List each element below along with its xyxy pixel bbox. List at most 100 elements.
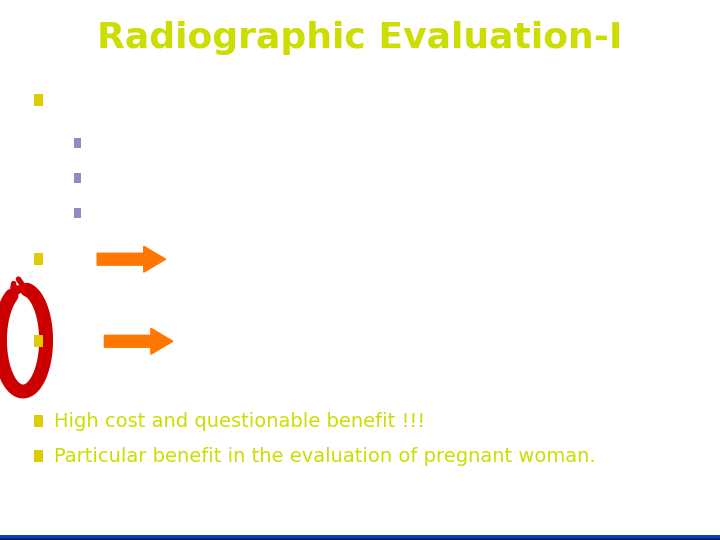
Bar bbox=[0, 536, 720, 538]
Bar bbox=[0, 536, 720, 538]
Text: organs: organs bbox=[54, 285, 135, 309]
Bar bbox=[0, 536, 720, 539]
Bar bbox=[0, 536, 720, 538]
Bar bbox=[0, 536, 720, 538]
Bar bbox=[0, 535, 720, 538]
Bar bbox=[0, 537, 720, 539]
Text: more information regarding the nature: more information regarding the nature bbox=[191, 329, 649, 353]
Bar bbox=[0, 537, 720, 540]
Bar bbox=[0, 536, 720, 539]
Text: High cost and questionable benefit !!!: High cost and questionable benefit !!! bbox=[54, 411, 425, 431]
Bar bbox=[0, 535, 720, 538]
Bar bbox=[0, 536, 720, 539]
Bar bbox=[0, 536, 720, 539]
Bar bbox=[0, 537, 720, 539]
Bar bbox=[0, 537, 720, 539]
Bar bbox=[0, 537, 720, 539]
Text: Radiographic Evaluation-I: Radiographic Evaluation-I bbox=[97, 21, 623, 55]
Bar bbox=[0, 536, 720, 538]
Bar bbox=[0, 537, 720, 539]
Bar bbox=[0, 536, 720, 539]
Bar bbox=[0, 536, 720, 538]
Bar bbox=[0, 535, 720, 538]
Bar bbox=[0, 536, 720, 539]
Bar bbox=[0, 537, 720, 540]
Bar bbox=[0, 535, 720, 538]
Bar bbox=[0, 536, 720, 538]
Bar bbox=[0, 536, 720, 538]
Bar bbox=[0, 536, 720, 539]
Bar bbox=[0, 537, 720, 539]
Bar bbox=[34, 94, 42, 106]
Bar bbox=[0, 536, 720, 538]
Bar bbox=[0, 537, 720, 539]
Bar bbox=[0, 536, 720, 539]
Bar bbox=[0, 536, 720, 538]
Bar bbox=[0, 536, 720, 538]
Bar bbox=[0, 536, 720, 539]
Bar bbox=[0, 535, 720, 538]
Bar bbox=[0, 537, 720, 539]
Bar bbox=[0, 536, 720, 539]
Bar bbox=[0, 535, 720, 537]
Bar bbox=[0, 537, 720, 539]
Bar bbox=[0, 537, 720, 540]
Bar bbox=[34, 415, 42, 427]
Bar bbox=[34, 335, 42, 347]
Bar bbox=[0, 535, 720, 537]
Bar bbox=[0, 536, 720, 539]
Text: MRI: MRI bbox=[54, 329, 98, 353]
Bar bbox=[0, 535, 720, 538]
Bar bbox=[0, 537, 720, 540]
Bar bbox=[0, 536, 720, 539]
Bar bbox=[0, 535, 720, 537]
Bar bbox=[0, 537, 720, 539]
Bar bbox=[0, 535, 720, 538]
Bar bbox=[0, 535, 720, 538]
Bar bbox=[0, 537, 720, 539]
Bar bbox=[0, 535, 720, 537]
Bar bbox=[0, 536, 720, 538]
Bar bbox=[0, 535, 720, 538]
Bar bbox=[0, 535, 720, 538]
Bar bbox=[0, 537, 720, 540]
Bar bbox=[0, 537, 720, 539]
Bar bbox=[0, 536, 720, 539]
Bar bbox=[0, 537, 720, 539]
Bar bbox=[0, 535, 720, 537]
Bar bbox=[0, 535, 720, 538]
Bar bbox=[0, 537, 720, 540]
FancyArrow shape bbox=[104, 328, 173, 354]
Bar bbox=[0, 536, 720, 538]
Bar bbox=[0, 536, 720, 538]
Bar bbox=[0, 536, 720, 539]
Bar bbox=[0, 535, 720, 537]
Text: Particular benefit in the evaluation of pregnant woman.: Particular benefit in the evaluation of … bbox=[54, 447, 595, 466]
Bar bbox=[0, 535, 720, 538]
Bar bbox=[0, 537, 720, 539]
Bar bbox=[0, 537, 720, 539]
Bar bbox=[0, 537, 720, 539]
Bar bbox=[0, 535, 720, 538]
Bar bbox=[0, 535, 720, 537]
Bar bbox=[0, 537, 720, 539]
Bar bbox=[0, 535, 720, 537]
Bar bbox=[0, 536, 720, 538]
Bar bbox=[0, 536, 720, 538]
Bar bbox=[0, 535, 720, 538]
Bar bbox=[0, 535, 720, 538]
Bar bbox=[0, 537, 720, 539]
Bar bbox=[0, 536, 720, 538]
Bar bbox=[0, 536, 720, 539]
Bar bbox=[0, 536, 720, 539]
Bar bbox=[0, 537, 720, 540]
Bar bbox=[0, 536, 720, 539]
Bar bbox=[0, 537, 720, 540]
Bar bbox=[0, 535, 720, 538]
Bar bbox=[0, 537, 720, 539]
Bar bbox=[34, 450, 42, 462]
Bar bbox=[0, 535, 720, 538]
Bar bbox=[0, 537, 720, 539]
Bar bbox=[0, 535, 720, 537]
Text: Transvaginal: Transvaginal bbox=[94, 168, 225, 188]
